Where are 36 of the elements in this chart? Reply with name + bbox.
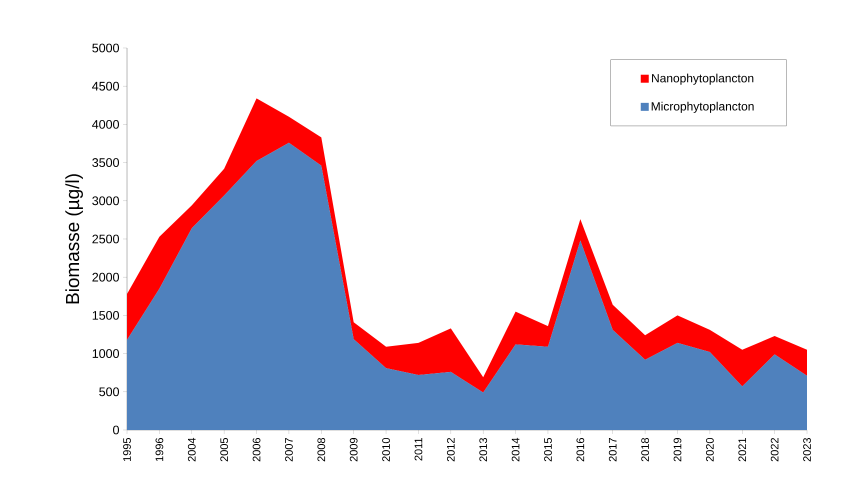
x-tick-label: 2015 xyxy=(544,438,552,462)
x-tick-label: 2012 xyxy=(446,438,455,462)
x-tick-label: 2017 xyxy=(608,438,617,462)
x-tick-label: 2019 xyxy=(674,438,682,462)
y-tick-label: 0 xyxy=(113,426,119,434)
x-tick-label: 2005 xyxy=(220,438,228,462)
y-tick-label: 3500 xyxy=(92,158,119,167)
legend-label: Nanophytoplancton xyxy=(652,74,754,85)
y-axis-title: Biomasse (µg/l) xyxy=(65,174,83,304)
y-tick-label: 3000 xyxy=(92,196,119,206)
y-tick-label: 4500 xyxy=(92,82,119,91)
x-tick-label: 2013 xyxy=(479,438,488,462)
x-tick-label: 2016 xyxy=(576,438,584,462)
x-tick-label: 2010 xyxy=(382,438,390,462)
x-tick-label: 2008 xyxy=(317,438,326,462)
x-tick-label: 2014 xyxy=(512,438,520,462)
x-tick-label: 2004 xyxy=(188,438,196,462)
x-tick-label: 2007 xyxy=(285,438,293,462)
y-tick-label: 4000 xyxy=(92,120,119,129)
legend-label: Microphytoplancton xyxy=(652,102,754,113)
x-tick-label: 2020 xyxy=(706,438,714,462)
x-tick-label: 2021 xyxy=(738,438,746,462)
x-tick-label: 2009 xyxy=(350,438,358,462)
y-tick-label: 2000 xyxy=(92,272,119,282)
y-tick-label: 5000 xyxy=(92,44,119,52)
x-tick-label: 2022 xyxy=(770,438,779,462)
y-tick-label: 2500 xyxy=(92,234,119,244)
x-tick-label: 2011 xyxy=(414,438,422,461)
x-tick-label: 2006 xyxy=(252,438,260,462)
x-tick-label: 2018 xyxy=(641,438,649,462)
y-tick-label: 1000 xyxy=(92,349,119,358)
y-tick-label: 500 xyxy=(99,387,119,396)
x-tick-label: 1995 xyxy=(123,438,131,462)
y-tick-label: 1500 xyxy=(92,310,119,320)
x-tick-label: 2023 xyxy=(803,438,811,462)
x-tick-label: 1996 xyxy=(156,438,164,462)
